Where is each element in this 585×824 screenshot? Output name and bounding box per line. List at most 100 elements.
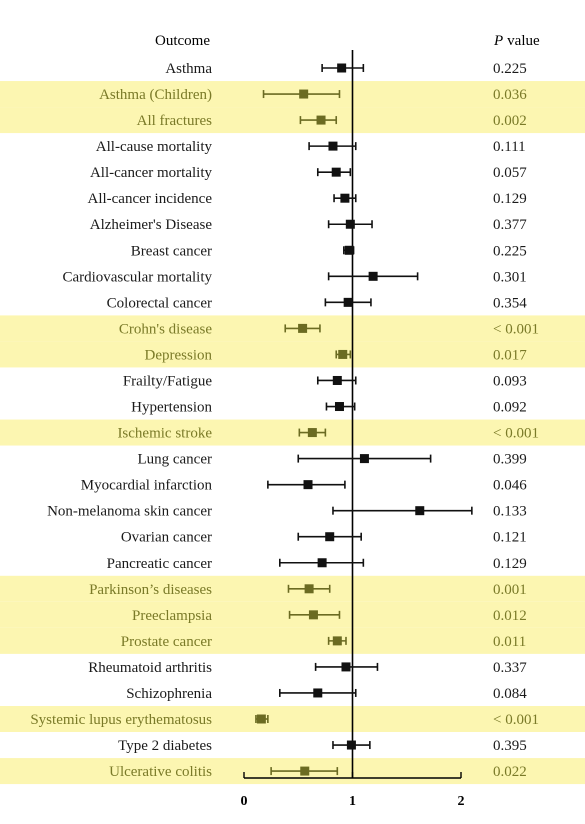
p-value: 0.337 — [493, 660, 527, 676]
p-value: 0.017 — [493, 347, 527, 363]
outcome-label: Colorectal cancer — [107, 295, 212, 311]
outcome-label: Ulcerative colitis — [109, 764, 212, 780]
estimate-point — [331, 167, 341, 177]
outcome-label: Systemic lupus erythematosus — [30, 712, 212, 728]
outcome-label: Frailty/Fatigue — [123, 373, 213, 389]
estimate-point — [256, 714, 266, 724]
outcome-header: Outcome — [155, 33, 210, 49]
p-value: 0.057 — [493, 165, 527, 181]
p-value: < 0.001 — [493, 426, 539, 442]
outcome-label: All-cause mortality — [96, 139, 213, 155]
estimate-point — [337, 63, 347, 73]
estimate-point — [300, 766, 310, 776]
estimate-point — [325, 532, 335, 542]
p-value: 0.111 — [493, 139, 526, 155]
highlight-band — [0, 627, 585, 654]
p-value: 0.354 — [493, 295, 527, 311]
outcome-label: Non-melanoma skin cancer — [47, 504, 212, 520]
outcome-label: Rheumatoid arthritis — [88, 660, 212, 676]
estimate-point — [303, 480, 313, 490]
p-value: 0.129 — [493, 191, 527, 207]
estimate-point — [338, 349, 348, 359]
p-value: 0.011 — [493, 634, 526, 650]
outcome-label: Type 2 diabetes — [118, 738, 212, 754]
outcome-label: Parkinson’s diseases — [89, 582, 212, 598]
estimate-point — [299, 89, 309, 99]
estimate-point — [317, 558, 327, 568]
p-value: 0.022 — [493, 764, 527, 780]
p-value: 0.001 — [493, 582, 527, 598]
estimate-point — [368, 271, 378, 281]
outcome-label: Breast cancer — [131, 243, 212, 259]
p-values: 0.225 0.036 0.002 0.111 0.057 0.129 0.377 0.225… — [493, 61, 539, 780]
estimate-point — [341, 662, 351, 672]
estimate-point — [308, 610, 318, 620]
estimate-point — [415, 506, 425, 516]
estimate-point — [359, 454, 369, 464]
estimate-point — [307, 428, 317, 438]
p-value-header-p: P — [494, 33, 504, 49]
p-value: 0.225 — [493, 61, 527, 77]
outcome-label: Ischemic stroke — [117, 426, 212, 442]
x-axis: 0 1 2 — [241, 50, 465, 809]
p-value: 0.036 — [493, 87, 527, 103]
p-value: 0.129 — [493, 556, 527, 572]
p-value: 0.301 — [493, 269, 527, 285]
outcome-label: All-cancer mortality — [90, 165, 213, 181]
x-tick-label: 0 — [241, 794, 248, 809]
estimate-point — [298, 323, 308, 333]
outcome-label: Prostate cancer — [121, 634, 212, 650]
outcome-label: Asthma — [165, 61, 212, 77]
highlight-band — [0, 419, 585, 446]
p-value: < 0.001 — [493, 712, 539, 728]
outcome-label: All fractures — [137, 113, 213, 129]
outcome-label: Depression — [145, 347, 213, 363]
p-value: 0.395 — [493, 738, 527, 754]
p-value: < 0.001 — [493, 321, 539, 337]
outcome-label: Myocardial infarction — [81, 478, 213, 494]
outcome-label: Ovarian cancer — [121, 530, 212, 546]
p-value: 0.002 — [493, 113, 527, 129]
p-value: 0.377 — [493, 217, 527, 233]
estimate-point — [345, 219, 355, 229]
outcome-label: Asthma (Children) — [99, 87, 212, 103]
highlight-band — [0, 706, 585, 732]
p-value: 0.092 — [493, 400, 527, 416]
x-tick-label: 2 — [458, 794, 465, 809]
p-value: 0.046 — [493, 478, 527, 494]
p-value: 0.093 — [493, 373, 527, 389]
outcome-label: Alzheimer's Disease — [90, 217, 213, 233]
p-value: 0.399 — [493, 452, 527, 468]
estimate-point — [346, 740, 356, 750]
p-value: 0.133 — [493, 504, 527, 520]
outcome-label: All-cancer incidence — [87, 191, 212, 207]
p-value-header-rest: value — [507, 33, 540, 49]
outcome-label: Schizophrenia — [126, 686, 212, 702]
x-tick-label: 1 — [349, 794, 356, 809]
outcome-labels: Asthma Asthma (Children) All fractures All-… — [30, 61, 212, 780]
outcome-label: Preeclampsia — [132, 608, 212, 624]
estimate-point — [343, 297, 353, 307]
estimate-point — [313, 688, 323, 698]
highlight-bands — [0, 81, 585, 785]
estimate-point — [328, 141, 338, 151]
outcome-label: Lung cancer — [137, 452, 212, 468]
estimate-point — [344, 245, 354, 255]
estimate-point — [334, 402, 344, 412]
estimate-point — [332, 636, 342, 646]
outcome-label: Hypertension — [131, 400, 212, 416]
estimate-marks — [255, 63, 473, 776]
p-value: 0.012 — [493, 608, 527, 624]
estimate-point — [340, 193, 350, 203]
highlight-band — [0, 341, 585, 368]
outcome-label: Crohn's disease — [119, 321, 212, 337]
p-value: 0.084 — [493, 686, 527, 702]
outcome-label: Cardiovascular mortality — [62, 269, 212, 285]
outcome-label: Pancreatic cancer — [107, 556, 212, 572]
estimate-point — [332, 375, 342, 385]
estimate-point — [316, 115, 326, 125]
p-value: 0.225 — [493, 243, 527, 259]
estimate-point — [304, 584, 314, 594]
